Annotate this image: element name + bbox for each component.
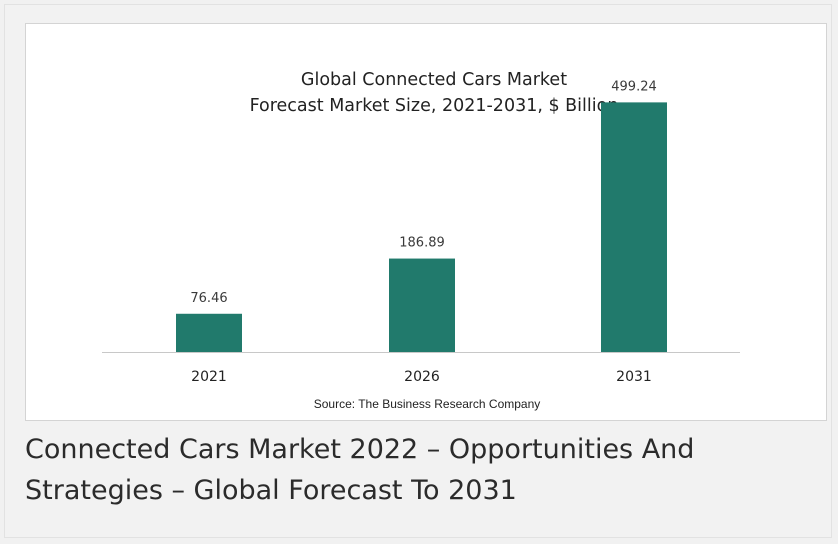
bar-2031 <box>601 102 667 352</box>
bar-chart: Global Connected Cars Market Forecast Ma… <box>102 70 740 411</box>
chart-source: Source: The Business Research Company <box>314 397 541 411</box>
article-title[interactable]: Connected Cars Market 2022 – Opportuniti… <box>25 434 695 506</box>
x-tick-label-2021: 2021 <box>191 369 227 385</box>
chart-image[interactable]: Global Connected Cars Market Forecast Ma… <box>25 23 827 421</box>
bars-layer <box>176 102 667 352</box>
x-tick-label-2031: 2031 <box>616 369 652 385</box>
data-label-2026: 186.89 <box>399 236 445 251</box>
bar-2021 <box>176 313 242 352</box>
bar-2026 <box>389 258 455 352</box>
article-card[interactable]: Global Connected Cars Market Forecast Ma… <box>4 4 832 538</box>
labels-layer: 76.46 2021 186.89 2026 499.24 2031 <box>190 79 656 385</box>
x-tick-label-2026: 2026 <box>404 369 440 385</box>
chart-subtitle: Forecast Market Size, 2021-2031, $ Billi… <box>250 96 619 116</box>
data-label-2021: 76.46 <box>190 291 227 306</box>
chart-title: Global Connected Cars Market <box>301 70 567 90</box>
data-label-2031: 499.24 <box>611 79 657 94</box>
